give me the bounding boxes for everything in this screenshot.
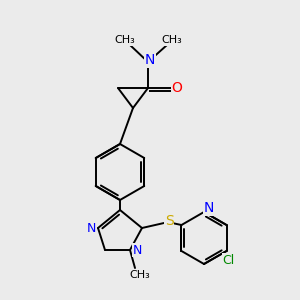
Text: N: N: [86, 221, 96, 235]
Text: S: S: [165, 214, 173, 228]
Text: O: O: [172, 81, 182, 95]
Text: N: N: [204, 201, 214, 215]
Text: CH₃: CH₃: [115, 35, 135, 45]
Text: CH₃: CH₃: [162, 35, 182, 45]
Text: CH₃: CH₃: [130, 270, 150, 280]
Text: N: N: [145, 53, 155, 67]
Text: N: N: [132, 244, 142, 256]
Text: Cl: Cl: [222, 254, 235, 266]
